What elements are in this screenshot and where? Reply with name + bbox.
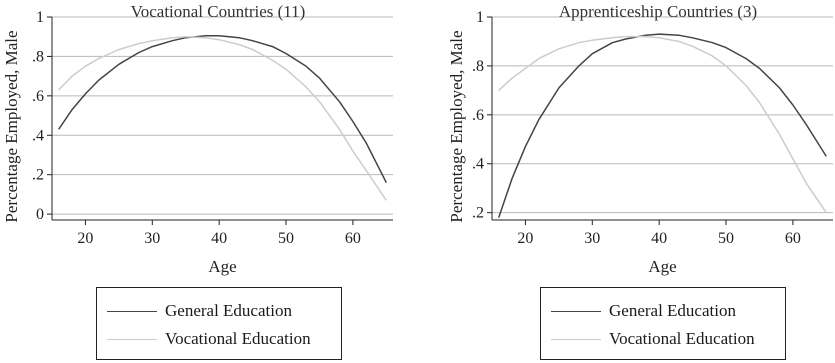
y-tick-label: 1 [36, 9, 44, 26]
x-axis-label: Age [208, 257, 236, 276]
legend-label-general: General Education [609, 301, 736, 320]
legend-apprenticeship-panel: General Education Vocational Education [540, 287, 786, 360]
series-line-vocational-education [58, 35, 387, 201]
legend-vocational-panel: General Education Vocational Education [96, 287, 342, 360]
legend-item-vocational-education: Vocational Education [541, 328, 755, 350]
y-tick-label: .6 [472, 107, 484, 124]
chart-title: Vocational Countries (11) [131, 2, 306, 21]
legend-swatch-vocational [107, 338, 157, 340]
y-tick-label: 1 [476, 9, 484, 26]
legend-item-vocational-education: Vocational Education [97, 328, 311, 350]
y-tick-label: .8 [32, 48, 44, 65]
legend-swatch-vocational [551, 338, 601, 340]
legend-label-vocational: Vocational Education [165, 329, 311, 348]
y-tick-label: .8 [472, 58, 484, 75]
vocational-countries-panel: 0 .2 .4 .6 .8 1 20 30 40 50 60 Vocational Countries… [2, 2, 393, 276]
y-tick-label: 0 [36, 206, 44, 223]
y-axis-label: Percentage Employed, Male [447, 30, 466, 222]
y-tick-label: .2 [472, 205, 484, 222]
y-axis-label: Percentage Employed, Male [2, 30, 21, 222]
legend-swatch-general [107, 310, 157, 312]
legend-item-general-education: General Education [541, 300, 736, 322]
y-tick-label: .2 [32, 167, 44, 184]
series-line-general-education [58, 34, 387, 183]
x-tick-label: 30 [144, 230, 160, 247]
chart-title: Apprenticeship Countries (3) [559, 2, 757, 21]
x-tick-label: 50 [278, 230, 294, 247]
y-tick-label: .6 [32, 88, 44, 105]
x-tick-label: 50 [718, 230, 734, 247]
legend-label-general: General Education [165, 301, 292, 320]
x-tick-label: 20 [517, 230, 533, 247]
y-tick-label: .4 [472, 156, 484, 173]
x-tick-label: 60 [785, 230, 801, 247]
x-tick-label: 20 [77, 230, 93, 247]
x-tick-label: 30 [584, 230, 600, 247]
x-tick-label: 40 [651, 230, 667, 247]
x-tick-label: 40 [211, 230, 227, 247]
legend-item-general-education: General Education [97, 300, 292, 322]
y-tick-label: .4 [32, 127, 44, 144]
legend-label-vocational: Vocational Education [609, 329, 755, 348]
x-tick-label: 60 [345, 230, 361, 247]
apprenticeship-countries-panel: .2 .4 .6 .8 1 20 30 40 50 60 Apprenticeship Countr… [447, 2, 833, 276]
series-line-vocational-education [498, 35, 827, 214]
legend-swatch-general [551, 310, 601, 312]
x-axis-label: Age [648, 257, 676, 276]
series-line-general-education [497, 33, 827, 218]
